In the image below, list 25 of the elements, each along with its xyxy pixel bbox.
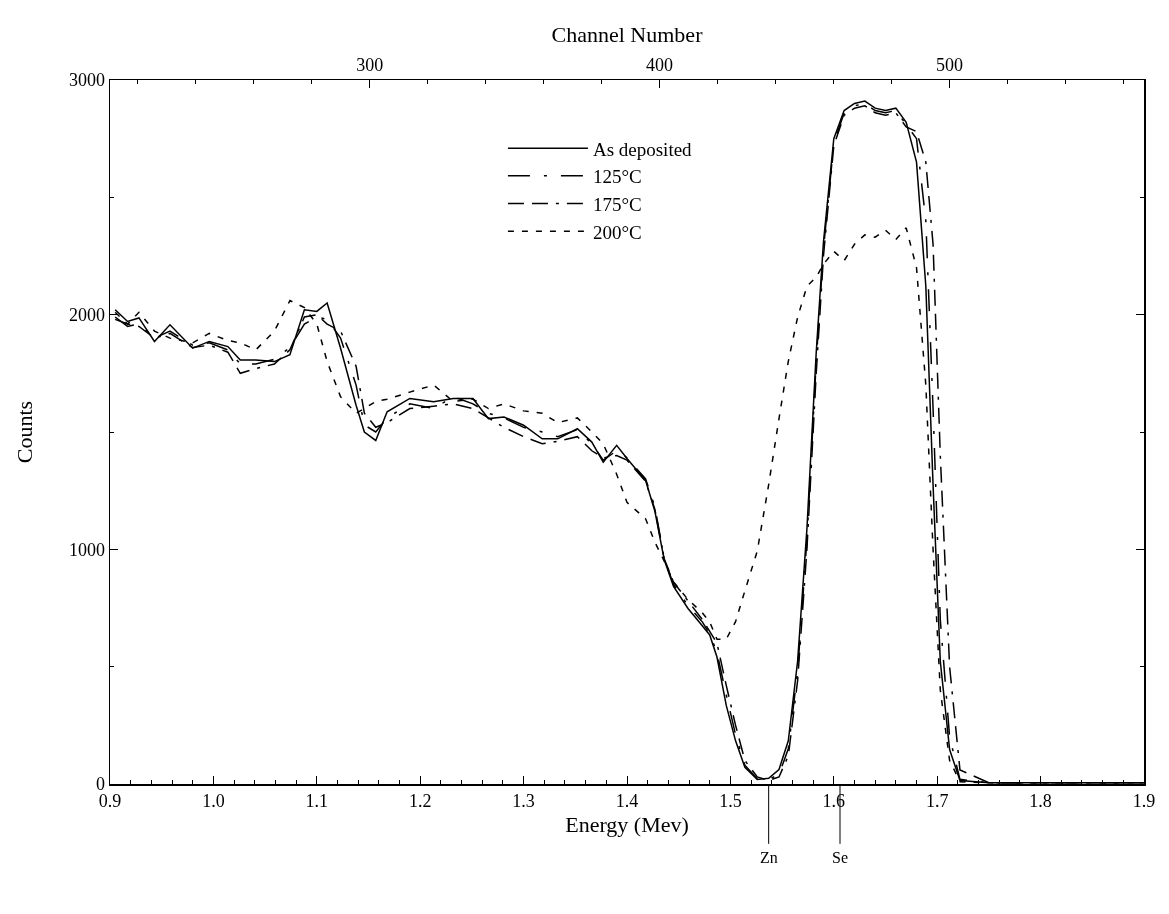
x-tick-label: 1.7 [925,791,949,812]
x2-tick-label: 500 [935,55,963,76]
x-tick-label: 1.1 [305,791,329,812]
legend-label: 200°C [592,221,642,243]
x-tick-label: 1.5 [719,791,742,812]
y-tick-label: 1000 [68,539,105,560]
x-tick-label: 1.0 [202,791,225,812]
x2-tick-label: 300 [356,55,384,76]
legend-label: 175°C [592,193,642,215]
x-tick-label: 1.2 [408,791,432,812]
x-tick-label: 1.3 [512,791,535,812]
legend-label: 125°C [592,166,642,188]
x-axis-title: Energy (Mev) [565,811,689,837]
ref-line-label: Se [832,849,848,866]
y-axis-title: Counts [11,400,37,464]
x-tick-label: 1.4 [615,791,639,812]
y-tick-label: 3000 [68,70,105,91]
y-tick-label: 2000 [68,304,105,325]
x-tick-label: 1.8 [1029,791,1052,812]
x2-axis-title: Channel Number [551,22,704,48]
legend-label: As deposited [592,138,693,160]
x-tick-label: 1.9 [1132,791,1156,812]
x2-tick-label: 400 [646,55,674,76]
ref-line-label: Zn [760,849,778,866]
x-tick-label: 1.6 [822,791,846,812]
